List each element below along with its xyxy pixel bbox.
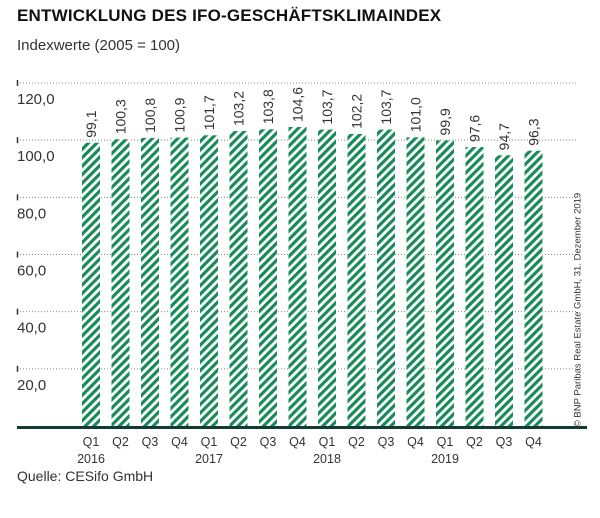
data-label: 99,9 (437, 108, 453, 135)
x-tick-label: Q3 (260, 435, 277, 449)
data-label: 96,3 (526, 118, 542, 145)
y-tick-label: 60,0 (17, 263, 46, 280)
bar (347, 133, 366, 426)
x-tick-label: Q1 (319, 435, 336, 449)
year-label: 2018 (313, 452, 341, 466)
data-label: 103,7 (378, 89, 394, 124)
data-label: 103,8 (260, 89, 276, 124)
bar (318, 129, 336, 427)
x-tick-label: Q4 (407, 435, 424, 449)
x-tick-label: Q2 (112, 435, 129, 449)
data-label: 100,3 (113, 99, 129, 134)
y-tick-label: 80,0 (17, 205, 46, 222)
data-label: 100,9 (172, 97, 188, 132)
source-note: Quelle: CESifo GmbH (17, 468, 154, 484)
data-label: 94,7 (496, 123, 512, 150)
x-tick-label: Q4 (171, 435, 188, 449)
chart-title: ENTWICKLUNG DES IFO-GESCHÄFTSKLIMAINDEX (17, 6, 442, 25)
bar (377, 129, 395, 427)
x-tick-label: Q1 (83, 435, 100, 449)
bar (82, 142, 100, 426)
x-tick-label: Q3 (378, 435, 395, 449)
y-tick-label: 100,0 (17, 148, 55, 165)
bar (259, 129, 277, 426)
data-label: 99,1 (83, 110, 99, 137)
data-label: 101,0 (408, 97, 424, 132)
year-label: 2017 (195, 452, 223, 466)
data-label: 97,6 (467, 115, 483, 142)
bar (141, 137, 159, 426)
data-label: 102,2 (349, 94, 365, 129)
data-label: 101,7 (201, 95, 217, 130)
bar (111, 139, 130, 426)
y-tick-label: 20,0 (17, 377, 46, 394)
data-label: 104,6 (290, 87, 306, 122)
chart-subtitle: Indexwerte (2005 = 100) (17, 37, 181, 54)
x-tick-label: Q3 (142, 435, 159, 449)
x-tick-label: Q4 (289, 435, 306, 449)
bar (436, 140, 454, 426)
copyright-note: © BNP Paribas Real Estate GmbH, 31. Deze… (572, 192, 584, 428)
y-tick-label: 120,0 (17, 91, 55, 108)
data-label: 103,7 (319, 89, 335, 124)
bar (200, 135, 218, 426)
data-label: 103,2 (231, 91, 247, 126)
y-tick-label: 40,0 (17, 320, 46, 337)
bar (229, 131, 248, 426)
bar (524, 150, 543, 426)
x-tick-label: Q3 (496, 435, 513, 449)
data-label: 100,8 (142, 98, 158, 133)
year-label: 2019 (431, 452, 459, 466)
x-tick-label: Q2 (348, 435, 365, 449)
x-tick-label: Q4 (525, 435, 542, 449)
x-tick-label: Q1 (201, 435, 218, 449)
x-tick-label: Q2 (466, 435, 483, 449)
bar (288, 127, 307, 426)
x-tick-label: Q1 (437, 435, 454, 449)
bar (465, 147, 484, 426)
year-label: 2016 (77, 452, 105, 466)
bar (406, 137, 425, 426)
x-tick-label: Q2 (230, 435, 247, 449)
bar (495, 155, 513, 426)
bar (170, 137, 189, 426)
